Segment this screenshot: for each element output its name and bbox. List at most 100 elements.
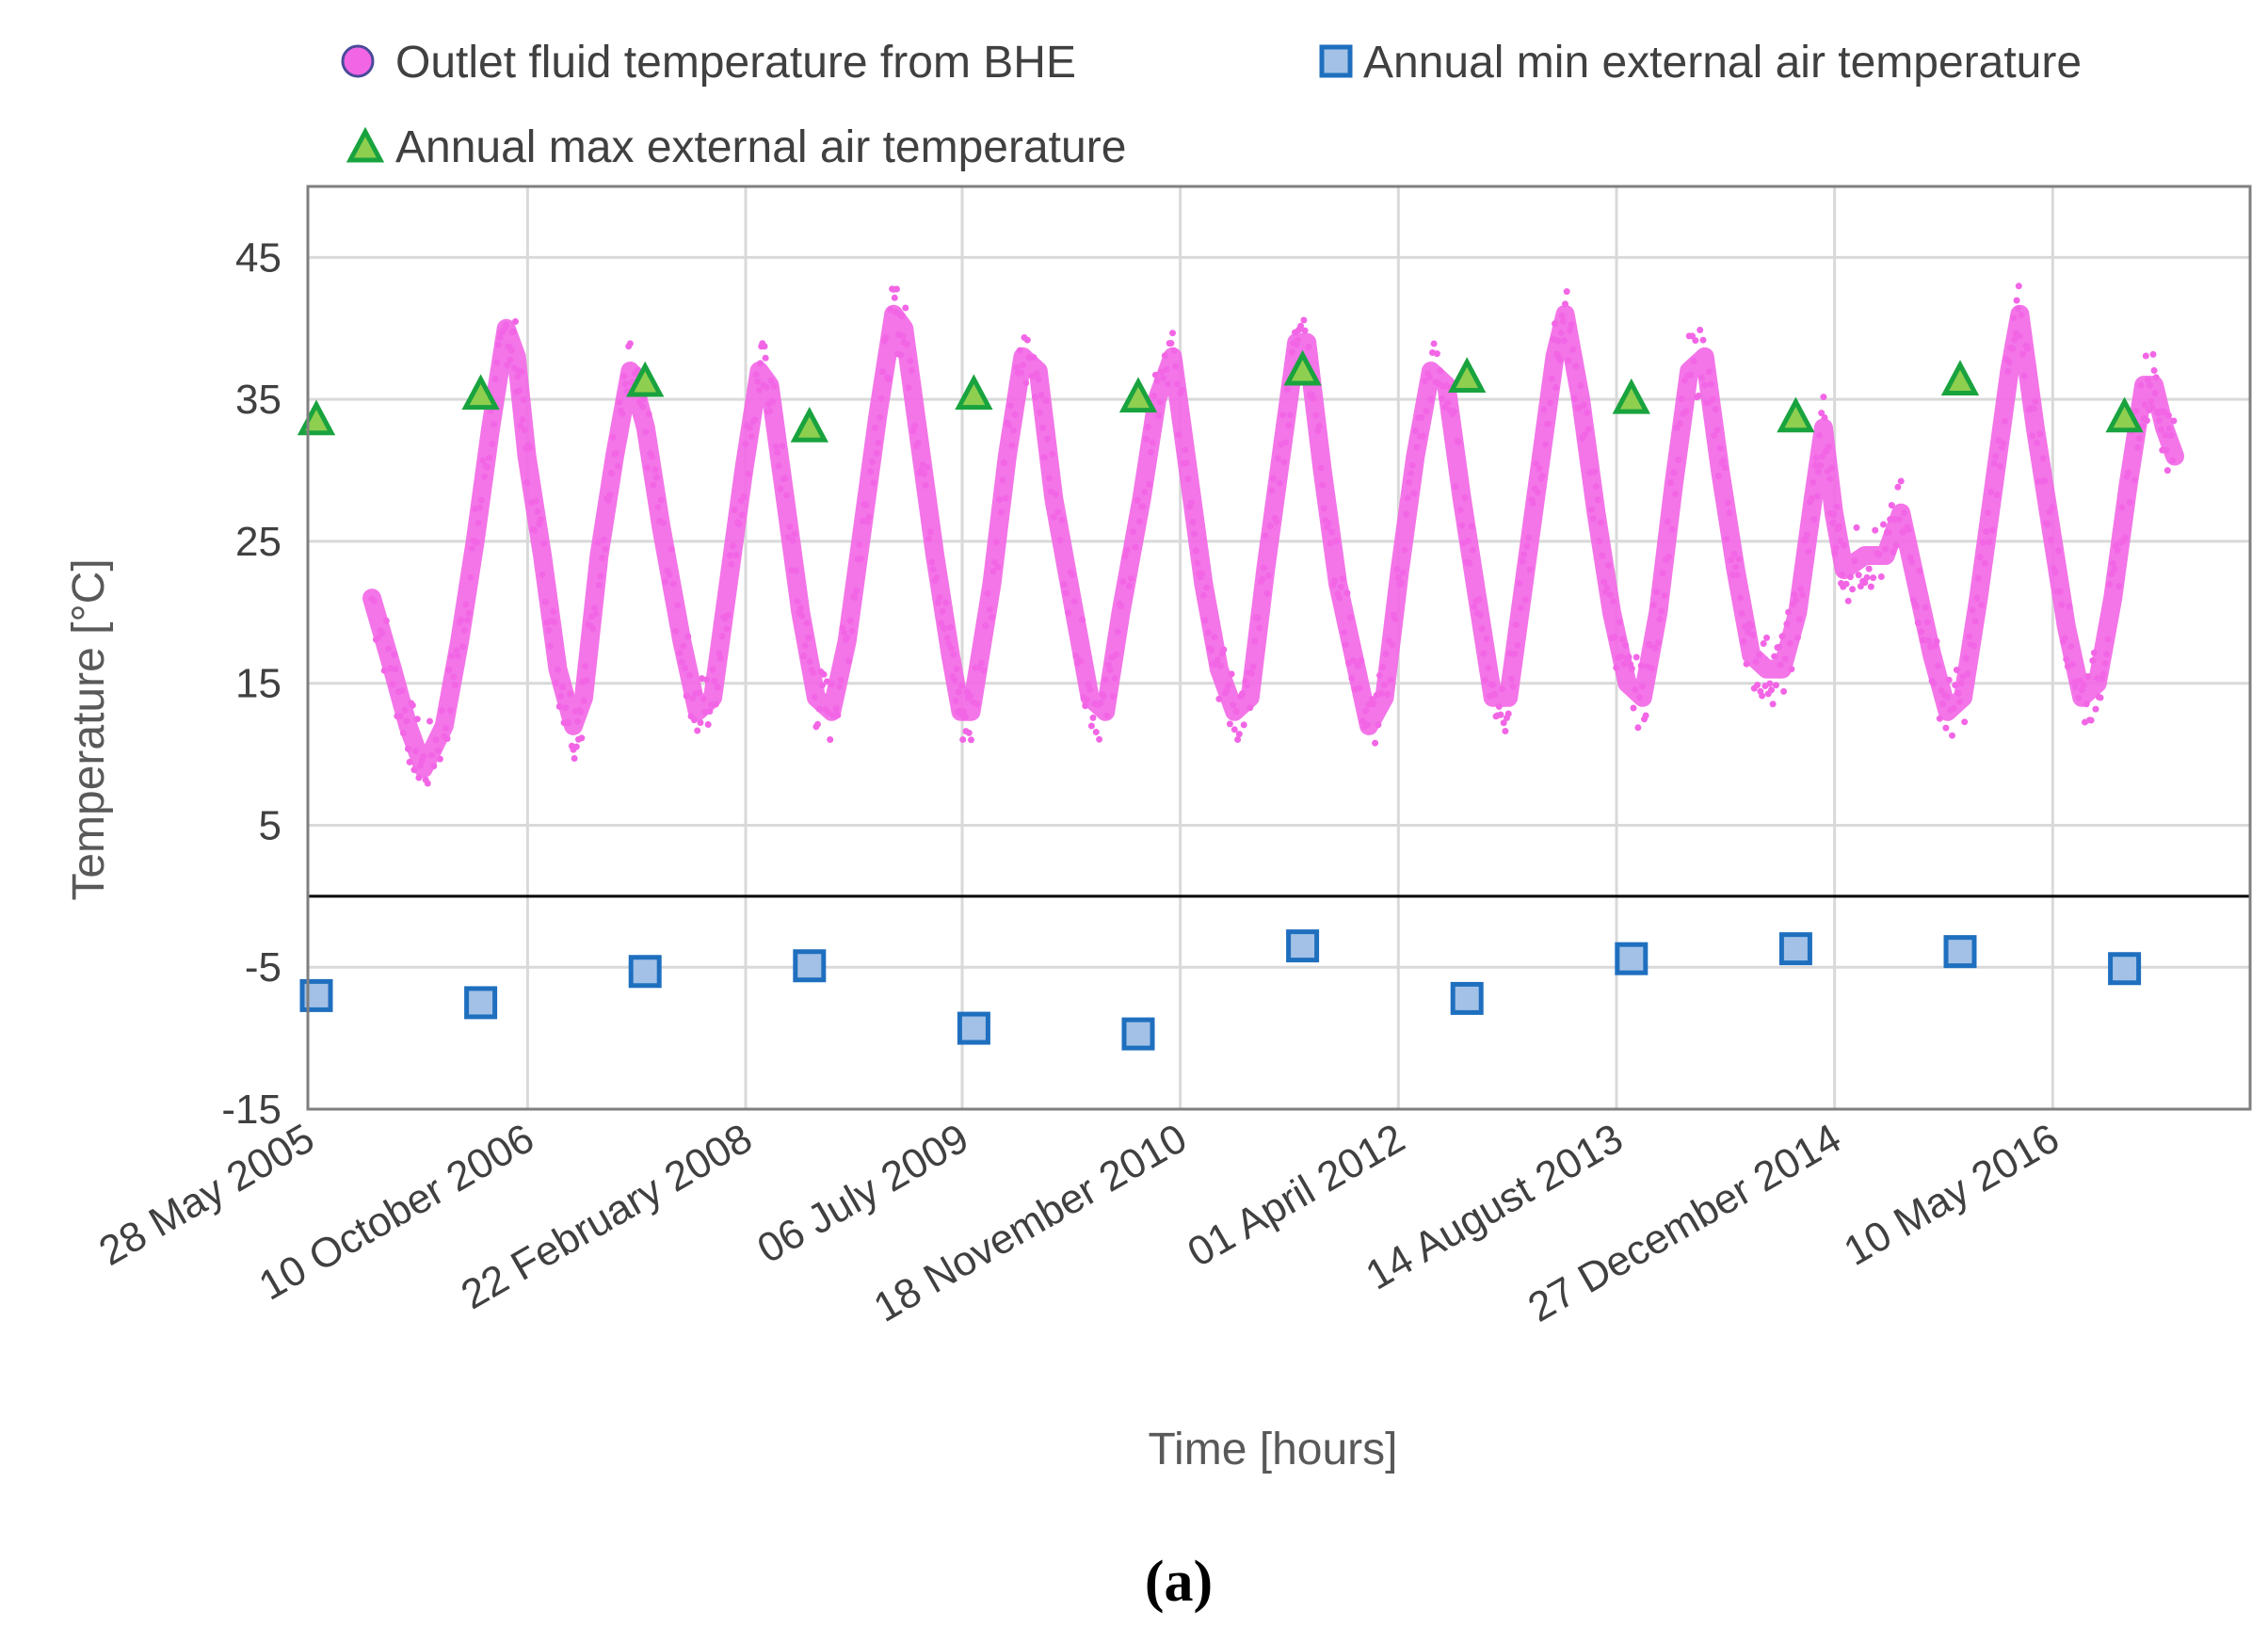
outlet-point [1732,563,1740,571]
outlet-point [468,544,475,552]
outlet-point [1050,513,1057,521]
outlet-point [801,642,809,650]
outlet-point [2115,583,2123,590]
outlet-point [1534,489,1541,496]
outlet-point [1030,354,1037,362]
outlet-point [939,607,946,615]
outlet-point [1294,336,1301,344]
outlet-point [711,678,718,685]
outlet-point [796,604,804,612]
outlet-point [1819,453,1826,460]
outlet-point [803,620,811,627]
outlet-point [742,441,749,448]
outlet-point [1106,667,1114,674]
outlet-point [639,403,646,411]
outlet-point [1887,516,1894,524]
outlet-point [873,450,880,457]
outlet-point [1805,548,1812,556]
outlet-point [1362,707,1370,715]
outlet-point [2047,536,2054,543]
outlet-point [2083,701,2090,708]
outlet-point [1971,618,1979,625]
outlet-point [1254,614,1262,621]
outlet-point [430,763,438,770]
min-temp-point [1450,981,1484,1015]
outlet-point [436,755,443,763]
outlet-point [1035,376,1042,383]
outlet-point [1249,663,1257,670]
outlet-point [2014,305,2021,313]
outlet-point [723,625,731,633]
outlet-point [1359,717,1366,725]
outlet-point [955,688,962,696]
outlet-point [674,602,682,609]
outlet-point [2147,381,2154,389]
outlet-point [1759,692,1766,700]
outlet-point [1006,402,1014,410]
outlet-point [2135,435,2143,443]
outlet-point [1979,539,1987,546]
outlet-point [571,755,578,762]
outlet-point [1592,483,1600,491]
outlet-point [467,573,475,581]
outlet-point [1944,693,1952,701]
outlet-point [791,530,798,538]
max-temp-point [790,406,828,443]
min-temp-point [957,1011,990,1045]
outlet-point [676,649,684,656]
outlet-point [1235,731,1243,738]
outlet-point [2018,312,2025,318]
outlet-point [862,501,870,508]
outlet-point [1375,721,1382,729]
outlet-point [1768,686,1775,694]
outlet-point [1042,397,1050,405]
outlet-point [1813,492,1821,500]
outlet-point [1161,352,1168,360]
outlet-point [1182,459,1190,467]
outlet-point [2099,670,2107,678]
outlet-point [1010,427,1017,434]
outlet-point [953,666,960,672]
outlet-point [2030,405,2037,412]
outlet-point [1738,610,1745,617]
outlet-point [728,560,735,568]
outlet-point [398,687,406,695]
outlet-point [2108,571,2115,578]
outlet-point [731,507,738,514]
outlet-point [1891,516,1899,524]
legend-min-marker [1319,44,1353,78]
y-tick-label: 5 [259,802,281,848]
outlet-point [1548,375,1555,382]
outlet-point [1276,479,1283,487]
outlet-point [1833,503,1841,510]
outlet-point [1749,631,1757,638]
outlet-point [1634,724,1642,732]
outlet-point [1089,714,1097,721]
outlet-point [1825,443,1832,451]
outlet-point [426,717,433,725]
outlet-point [1780,687,1788,695]
outlet-point [1327,540,1334,547]
outlet-point [1332,538,1340,545]
outlet-point [1096,735,1103,743]
outlet-point [551,619,558,626]
outlet-point [680,642,687,650]
outlet-point [1520,551,1528,558]
outlet-point [732,552,740,559]
outlet-point [1239,690,1247,698]
max-temp-point [297,399,336,436]
outlet-point [2109,560,2116,567]
outlet-point [1552,384,1560,391]
outlet-point [1606,591,1614,599]
outlet-point [1533,459,1540,467]
outlet-point [1772,682,1779,689]
outlet-point [1835,523,1842,530]
outlet-point [745,470,752,477]
outlet-point [1875,551,1883,558]
outlet-point [1451,408,1457,415]
outlet-point [1398,579,1406,587]
outlet-point [1690,357,1697,364]
outlet-point [1797,585,1805,592]
outlet-point [404,745,411,752]
outlet-point [858,555,865,562]
